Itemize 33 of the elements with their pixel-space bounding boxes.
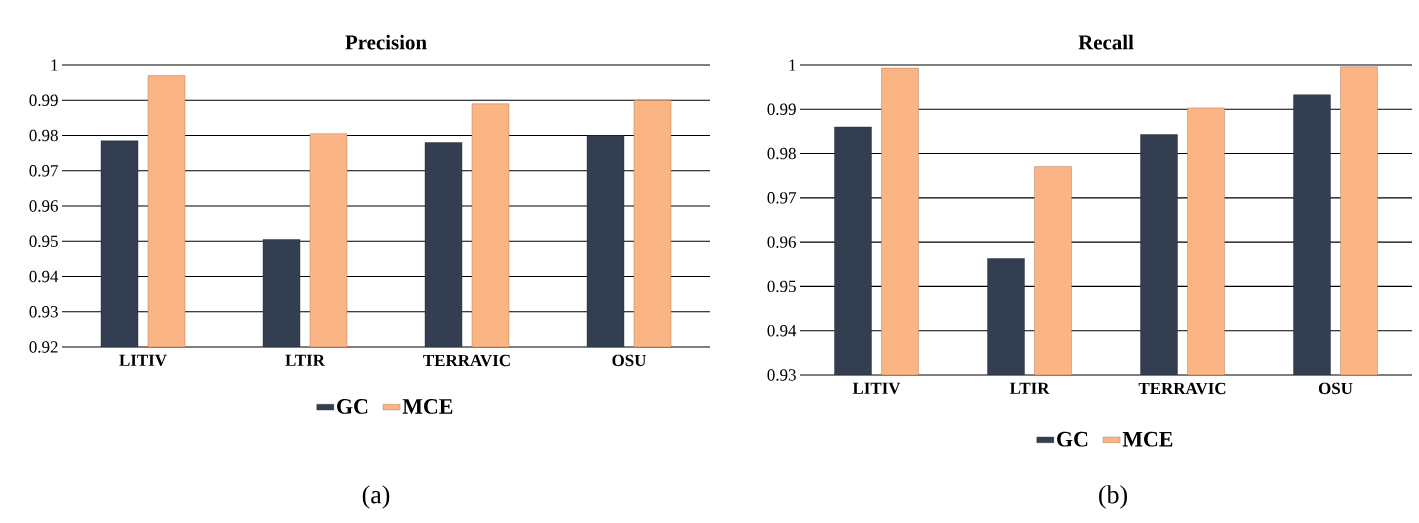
y-tick-label: 0.95 [767,280,796,293]
y-tick-label: 0.93 [29,305,58,318]
text: (a) [362,485,390,509]
x-tick-label: TERRAVIC [1138,382,1226,395]
legend-label: GC [1057,431,1088,447]
y-tick-label: 0.97 [767,192,797,204]
legend-label: MCE [1122,431,1173,447]
y-tick-label: 0.99 [29,94,58,106]
y-tick-label: 0.93 [767,369,796,381]
x-tick-label: LITIV [852,382,901,395]
legend-label: GC [337,399,368,414]
text: (b) [1099,485,1127,509]
y-tick-label: 0.94 [29,270,59,283]
x-tick-label: LITIV [119,354,167,367]
legend-label: MCE [402,399,453,414]
x-tick-label: TERRAVIC [423,354,510,367]
x-tick-label: LTIR [1009,382,1050,394]
y-tick-label: 0.97 [29,164,58,177]
x-tick-label: OSU [612,354,646,367]
y-tick-label: 0.96 [767,236,796,248]
chart-title: Precision [345,34,427,50]
y-tick-label: 0.94 [767,324,797,337]
chart-title: Recall [1078,34,1134,50]
y-tick-label: 1 [51,59,58,71]
y-tick-label: 0.96 [29,200,58,212]
y-tick-label: 0.99 [767,103,796,116]
y-tick-label: 0.98 [767,147,796,160]
y-tick-label: 0.98 [29,129,58,142]
x-tick-label: OSU [1318,382,1353,395]
y-tick-label: 1 [789,59,796,71]
y-tick-label: 0.92 [29,341,58,353]
y-tick-label: 0.95 [29,235,58,247]
x-tick-label: LTIR [285,354,326,366]
